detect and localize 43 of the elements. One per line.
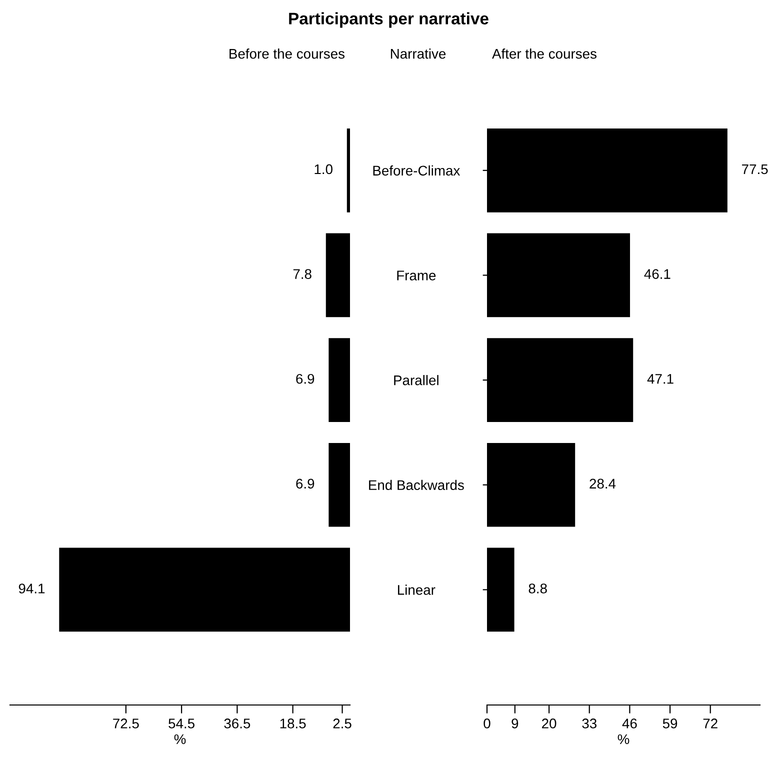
x-tick-label: 9 — [512, 718, 518, 728]
bar — [346, 128, 350, 212]
bar — [326, 233, 350, 318]
x-tick-label: 46 — [622, 718, 637, 728]
data-label: 6.9 — [296, 478, 314, 489]
data-label: 94.1 — [18, 584, 45, 594]
bar — [487, 128, 728, 212]
bar — [487, 548, 514, 632]
bar — [328, 338, 350, 422]
x-tick-label: 72.5 — [113, 718, 139, 728]
data-label: 47.1 — [647, 374, 674, 384]
data-label: 7.8 — [293, 269, 312, 279]
data-label: 77.5 — [742, 164, 768, 174]
data-label: 6.9 — [296, 374, 314, 384]
bar — [487, 233, 630, 318]
x-tick-label: 18.5 — [280, 718, 306, 728]
y-tick-label: Linear — [398, 584, 436, 595]
x-tick-label: 54.5 — [168, 718, 194, 728]
data-label: 1.0 — [314, 164, 332, 174]
y-tick-label: Frame — [397, 270, 436, 280]
x-axis-title: % — [618, 734, 630, 744]
chart-subtitle: Before the courses — [230, 48, 345, 59]
bar — [487, 442, 576, 527]
y-tick-label: End Backwards — [369, 480, 464, 490]
chart-subtitle: After the courses — [492, 48, 596, 59]
x-tick-label: 0 — [484, 718, 490, 728]
text: Participants per narrative — [289, 12, 488, 28]
bar — [328, 442, 350, 527]
x-tick-label: 33 — [582, 718, 596, 728]
y-tick-label: Before-Climax — [373, 165, 460, 176]
x-tick-label: 59 — [662, 718, 678, 728]
bar — [59, 548, 350, 632]
bar — [487, 338, 634, 422]
x-tick-label: 36.5 — [224, 718, 250, 728]
x-tick-label: 20 — [542, 718, 556, 728]
x-tick-label: 2.5 — [333, 718, 352, 728]
data-label: 8.8 — [528, 584, 547, 594]
data-label: 28.4 — [590, 478, 616, 489]
x-axis-title: % — [174, 734, 186, 744]
data-label: 46.1 — [644, 269, 670, 279]
y-axis-title: Narrative — [390, 48, 446, 59]
x-tick-label: 72 — [703, 718, 718, 728]
y-tick-label: Parallel — [394, 375, 438, 386]
